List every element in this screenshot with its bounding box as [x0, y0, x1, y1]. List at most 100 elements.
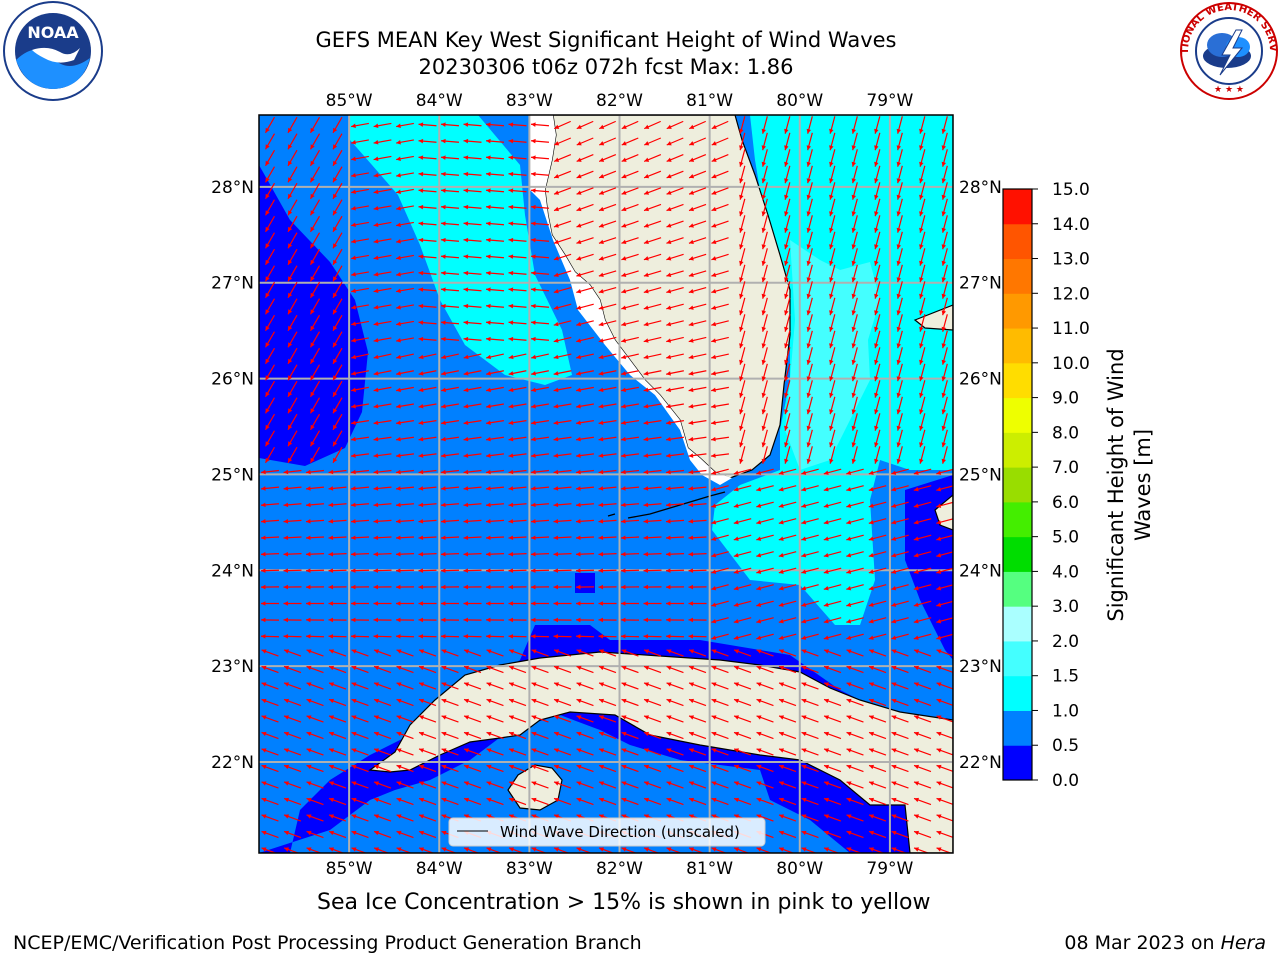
wind-wave-arrow: [919, 429, 926, 448]
wind-wave-arrow: [553, 420, 572, 425]
sea-ice-note: Sea Ice Concentration > 15% is shown in …: [317, 890, 931, 915]
wind-wave-arrow: [396, 287, 414, 294]
wind-wave-arrow: [531, 797, 549, 806]
colorbar-segment: [1003, 675, 1032, 711]
wind-wave-arrow: [287, 215, 298, 233]
wind-wave-arrow: [486, 370, 504, 376]
map-frame: [258, 114, 954, 854]
wind-wave-arrow: [441, 847, 458, 853]
wind-wave-arrow: [260, 519, 280, 524]
wind-wave-arrow: [756, 567, 774, 574]
wind-wave-arrow: [463, 420, 482, 425]
wind-wave-arrow: [688, 731, 707, 740]
wind-wave-arrow: [823, 584, 842, 591]
lon-tick-label-top: 82°W: [596, 91, 643, 111]
colorbar-segment: [1003, 328, 1032, 364]
wind-wave-arrow: [486, 698, 504, 707]
wind-wave-arrow: [530, 138, 550, 144]
wind-wave-arrow: [306, 715, 324, 723]
wind-wave-arrow: [261, 665, 279, 674]
wind-wave-arrow: [553, 601, 572, 606]
wind-wave-arrow: [846, 468, 864, 475]
wind-wave-arrow: [643, 187, 662, 195]
wind-wave-arrow: [441, 420, 459, 425]
wind-wave-arrow: [666, 353, 684, 360]
wind-wave-arrow: [711, 120, 729, 130]
lon-tick-label-top: 80°W: [776, 91, 823, 111]
wind-wave-arrow: [851, 165, 858, 184]
wind-wave-arrow: [919, 396, 926, 415]
wave-field-00-05-west: [259, 165, 368, 466]
wind-wave-arrow: [530, 270, 550, 276]
wind-wave-arrow: [666, 270, 684, 277]
wind-wave-arrow: [778, 551, 797, 558]
wind-wave-arrow: [913, 764, 932, 773]
wind-wave-arrow: [332, 413, 343, 431]
wind-wave-arrow: [508, 453, 527, 458]
wind-wave-arrow: [621, 420, 639, 425]
wind-wave-arrow: [761, 248, 768, 266]
wind-wave-arrow: [463, 601, 482, 606]
wind-wave-arrow: [891, 814, 909, 822]
wind-wave-arrow: [309, 232, 321, 249]
wind-wave-arrow: [598, 237, 617, 245]
wind-wave-arrow: [823, 551, 842, 558]
wind-wave-arrow: [868, 830, 887, 839]
wind-wave-arrow: [463, 568, 482, 573]
wind-wave-arrow: [621, 353, 639, 360]
wind-wave-arrow: [530, 336, 550, 342]
lat-tick-label-left: 24°N: [211, 561, 254, 581]
wind-wave-arrow: [806, 182, 813, 200]
wind-wave-arrow: [936, 731, 953, 740]
wind-wave-arrow: [846, 698, 864, 707]
wind-wave-arrow: [332, 182, 343, 200]
wind-wave-arrow: [530, 204, 550, 210]
wind-wave-arrow: [823, 567, 842, 574]
wind-wave-arrow: [598, 665, 617, 674]
wind-wave-arrow: [441, 764, 459, 773]
wind-wave-arrow: [351, 205, 369, 211]
wind-wave-arrow: [913, 501, 932, 508]
wind-wave-arrow: [806, 165, 813, 184]
wind-wave-arrow: [756, 781, 774, 789]
wind-wave-arrow: [576, 764, 594, 773]
wind-wave-arrow: [739, 380, 746, 398]
lon-tick-label-top: 79°W: [866, 91, 913, 111]
wind-wave-arrow: [739, 396, 746, 415]
wind-wave-arrow: [874, 380, 881, 398]
wind-wave-arrow: [418, 830, 437, 839]
colorbar-tick-label: 11.0: [1052, 319, 1090, 339]
wind-wave-arrow: [643, 170, 662, 179]
wind-wave-arrow: [440, 551, 460, 557]
wind-wave-arrow: [688, 486, 707, 491]
wind-wave-arrow: [851, 413, 858, 431]
wind-wave-arrow: [665, 502, 685, 508]
wind-wave-arrow: [598, 847, 615, 853]
map-grid: [259, 115, 953, 853]
wind-wave-arrow: [733, 501, 752, 508]
wind-wave-arrow: [598, 731, 617, 740]
wind-wave-arrow: [418, 519, 437, 524]
wind-wave-arrow: [260, 535, 280, 541]
wind-wave-arrow: [806, 231, 813, 250]
wind-wave-arrow: [896, 281, 903, 299]
wind-wave-arrow: [332, 314, 343, 332]
wind-wave-arrow: [485, 237, 505, 243]
wind-wave-arrow: [711, 617, 729, 624]
wind-wave-arrow: [756, 715, 774, 723]
wind-wave-arrow: [868, 584, 887, 591]
wind-wave-arrow: [756, 748, 774, 756]
wind-wave-arrow: [332, 364, 343, 381]
wind-wave-arrow: [441, 781, 459, 789]
axis-tick-labels: 85°W 85°W 84°W 84°W 83°W 83°W 82°W 82°W 81°W 81°W…: [211, 91, 1002, 879]
wind-wave-arrow: [778, 584, 797, 591]
wind-wave-arrow: [418, 171, 437, 177]
wind-wave-arrow: [621, 120, 639, 130]
wind-wave-arrow: [739, 231, 746, 250]
wind-wave-arrow: [621, 698, 639, 707]
wind-wave-arrow: [868, 731, 887, 740]
wind-wave-arrow: [739, 182, 746, 200]
wind-wave-arrow: [396, 731, 414, 740]
wind-wave-arrow: [711, 731, 729, 740]
wind-wave-arrow: [801, 731, 819, 740]
